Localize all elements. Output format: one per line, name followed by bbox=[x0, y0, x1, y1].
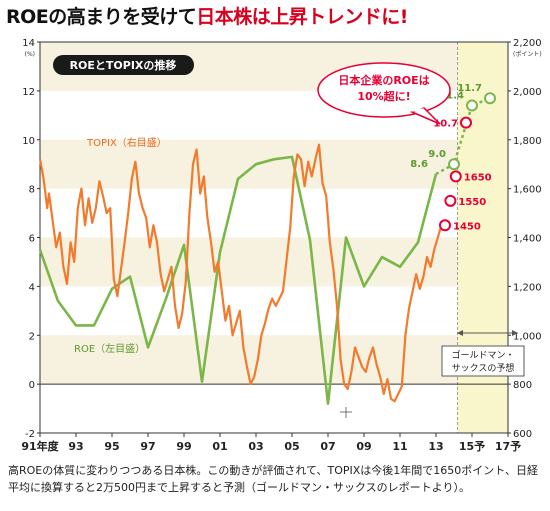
forecast-span: ゴールドマン・ サックスの予想 bbox=[441, 330, 525, 377]
forecast-roe-red-point bbox=[460, 116, 472, 129]
forecast-roe-red-label: 10.7 bbox=[433, 119, 458, 130]
band bbox=[40, 335, 508, 385]
forecast-label-line-2: サックスの予想 bbox=[452, 362, 515, 374]
x-tick-label: 09 bbox=[356, 440, 371, 453]
chart-title-box: ROEとTOPIXの推移 bbox=[53, 55, 194, 75]
forecast-topix-label: 1450 bbox=[453, 221, 481, 232]
forecast-topix-label: 1550 bbox=[458, 197, 486, 208]
forecast-topix-point bbox=[439, 219, 451, 232]
x-tick-label: 93 bbox=[68, 440, 83, 453]
y-right-tick-label: 1,000 bbox=[513, 331, 542, 342]
roe-series-label: ROE（左目盛） bbox=[74, 342, 145, 355]
forecast-roe-label: 8.6 bbox=[410, 159, 428, 170]
callout-bubble: 日本企業のROEは 10%超に! bbox=[317, 62, 451, 125]
y-right-tick-label: 800 bbox=[513, 380, 532, 391]
y-right-unit: (ポイント) bbox=[513, 50, 542, 58]
forecast-roe-label: 9.0 bbox=[428, 149, 446, 160]
forecast-roe-line bbox=[435, 97, 491, 176]
x-tick-label: 13 bbox=[428, 440, 443, 453]
y-right-tick-label: 2,200 bbox=[513, 38, 542, 49]
series-roe bbox=[38, 155, 438, 405]
forecast-roe-point bbox=[466, 99, 478, 112]
chart-title: ROEとTOPIXの推移 bbox=[70, 58, 177, 72]
x-tick-label: 05 bbox=[284, 440, 299, 453]
y-right-tick-label: 1,600 bbox=[513, 185, 542, 196]
forecast-topix-point bbox=[444, 194, 457, 207]
y-left-tick-label: 8 bbox=[29, 185, 35, 196]
forecast-roe-point bbox=[484, 92, 496, 105]
topix-line bbox=[38, 143, 443, 403]
y-right-tick-label: 1,200 bbox=[513, 282, 542, 293]
x-tick-label: 01 bbox=[212, 440, 227, 453]
roe-topix-chart: -2 0 2 4 6 8 10 12 14 (%) 600 800 1,000 1,200 1,400 1,… bbox=[21, 38, 542, 453]
y-left-tick-label: 0 bbox=[29, 380, 35, 391]
y-left-tick-label: 4 bbox=[29, 282, 35, 293]
x-tick-label: 11 bbox=[392, 440, 407, 453]
x-tick-label: 07 bbox=[320, 440, 335, 453]
forecast-topix-label: 1650 bbox=[464, 172, 492, 183]
x-tick-label: 99 bbox=[176, 440, 191, 453]
y-right-tick-label: 1,800 bbox=[513, 136, 542, 147]
y-left-tick-label: 10 bbox=[22, 136, 35, 147]
x-tick-label: 95 bbox=[104, 440, 119, 453]
forecast-roe-label: 11.4 bbox=[439, 91, 464, 102]
x-tick-label: 97 bbox=[140, 440, 155, 453]
x-tick-label: 17予 bbox=[495, 440, 521, 453]
forecast-layer: 8.69.0 11.411.7 10.7 1450 1550 1650 bbox=[410, 83, 496, 232]
y-left-tick-label: 6 bbox=[29, 234, 35, 245]
forecast-label-line-1: ゴールドマン・ bbox=[451, 349, 514, 361]
x-tick-label: 15予 bbox=[459, 440, 485, 453]
y-right-tick-label: 2,000 bbox=[513, 87, 542, 98]
band bbox=[40, 237, 508, 287]
caption: 高ROEの体質に変わりつつある日本株。この動きが評価されて、TOPIXは今後1年… bbox=[8, 464, 539, 494]
topix-series-label: TOPIX（右目盛） bbox=[86, 136, 167, 149]
callout-line-2: 10%超に! bbox=[357, 89, 410, 103]
forecast-roe-point bbox=[448, 158, 460, 171]
y-right-tick-label: 1,400 bbox=[513, 234, 542, 245]
forecast-roe-label: 11.7 bbox=[457, 83, 482, 94]
y-axis-left: -2 0 2 4 6 8 10 12 14 (%) bbox=[22, 38, 40, 440]
y-right-tick-label: 600 bbox=[513, 429, 532, 440]
roe-line bbox=[38, 155, 438, 405]
y-left-unit: (%) bbox=[25, 51, 35, 58]
y-axis-right: 600 800 1,000 1,200 1,400 1,600 1,800 2,000 2,20… bbox=[508, 38, 542, 440]
headline-part2: 日本株は上昇トレンドに! bbox=[196, 6, 408, 28]
band bbox=[40, 139, 508, 189]
x-tick-label: 91年度 bbox=[21, 439, 59, 453]
y-left-tick-label: -2 bbox=[25, 429, 35, 440]
headline-part1: ROEの高まりを受けて bbox=[6, 6, 197, 28]
y-left-tick-label: 12 bbox=[22, 87, 35, 98]
x-tick-label: 03 bbox=[248, 440, 263, 453]
y-left-tick-label: 2 bbox=[29, 331, 35, 342]
x-axis: 91年度 93 95 97 99 01 03 05 07 09 11 13 15予 17予 bbox=[21, 433, 521, 453]
crosshair-mark bbox=[340, 407, 352, 418]
forecast-topix-point bbox=[449, 170, 462, 183]
headline: ROEの高まりを受けて日本株は上昇トレンドに! bbox=[6, 2, 408, 29]
callout-line-1: 日本企業のROEは bbox=[338, 73, 429, 87]
y-left-tick-label: 14 bbox=[22, 38, 35, 49]
series-topix bbox=[38, 143, 443, 403]
